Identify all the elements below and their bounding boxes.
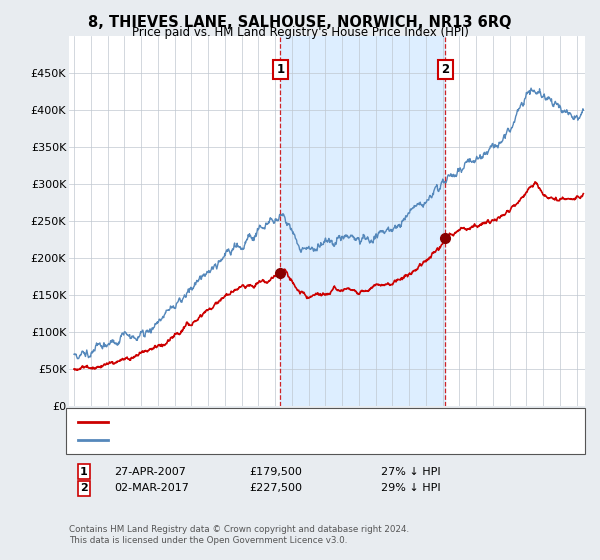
Text: 29% ↓ HPI: 29% ↓ HPI: [381, 483, 440, 493]
Bar: [280, 36, 445, 406]
Text: 2: 2: [80, 483, 88, 493]
Text: 1: 1: [80, 466, 88, 477]
Text: 27% ↓ HPI: 27% ↓ HPI: [381, 466, 440, 477]
Text: 8, THIEVES LANE, SALHOUSE, NORWICH, NR13 6RQ (detached house): 8, THIEVES LANE, SALHOUSE, NORWICH, NR13…: [115, 417, 463, 427]
Text: Contains HM Land Registry data © Crown copyright and database right 2024.
This d: Contains HM Land Registry data © Crown c…: [69, 525, 409, 545]
Text: 8, THIEVES LANE, SALHOUSE, NORWICH, NR13 6RQ: 8, THIEVES LANE, SALHOUSE, NORWICH, NR13…: [88, 15, 512, 30]
Text: 27-APR-2007: 27-APR-2007: [114, 466, 186, 477]
Text: 2: 2: [442, 63, 449, 76]
Text: HPI: Average price, detached house, Broadland: HPI: Average price, detached house, Broa…: [115, 435, 350, 445]
Text: £227,500: £227,500: [249, 483, 302, 493]
Text: £179,500: £179,500: [249, 466, 302, 477]
Text: 02-MAR-2017: 02-MAR-2017: [114, 483, 189, 493]
Text: 1: 1: [276, 63, 284, 76]
Text: Price paid vs. HM Land Registry's House Price Index (HPI): Price paid vs. HM Land Registry's House …: [131, 26, 469, 39]
